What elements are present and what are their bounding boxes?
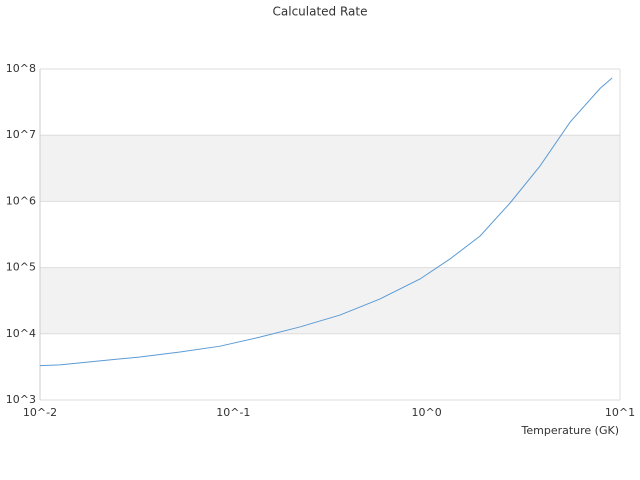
chart-title: Calculated Rate bbox=[273, 5, 368, 19]
x-tick-label: 10^-1 bbox=[216, 406, 250, 419]
x-tick-label: 10^-2 bbox=[23, 406, 57, 419]
grid-band bbox=[40, 267, 620, 334]
y-tick-label: 10^6 bbox=[6, 194, 36, 207]
grid-band bbox=[40, 135, 620, 202]
y-tick-label: 10^7 bbox=[6, 128, 36, 141]
y-tick-label: 10^3 bbox=[6, 393, 36, 406]
x-tick-label: 10^1 bbox=[605, 406, 635, 419]
x-axis-label: Temperature (GK) bbox=[521, 424, 620, 437]
y-tick-label: 10^5 bbox=[6, 261, 36, 274]
x-tick-label: 10^0 bbox=[412, 406, 442, 419]
y-tick-label: 10^4 bbox=[6, 327, 36, 340]
data-line bbox=[39, 77, 613, 367]
y-tick-label: 10^8 bbox=[6, 62, 36, 75]
